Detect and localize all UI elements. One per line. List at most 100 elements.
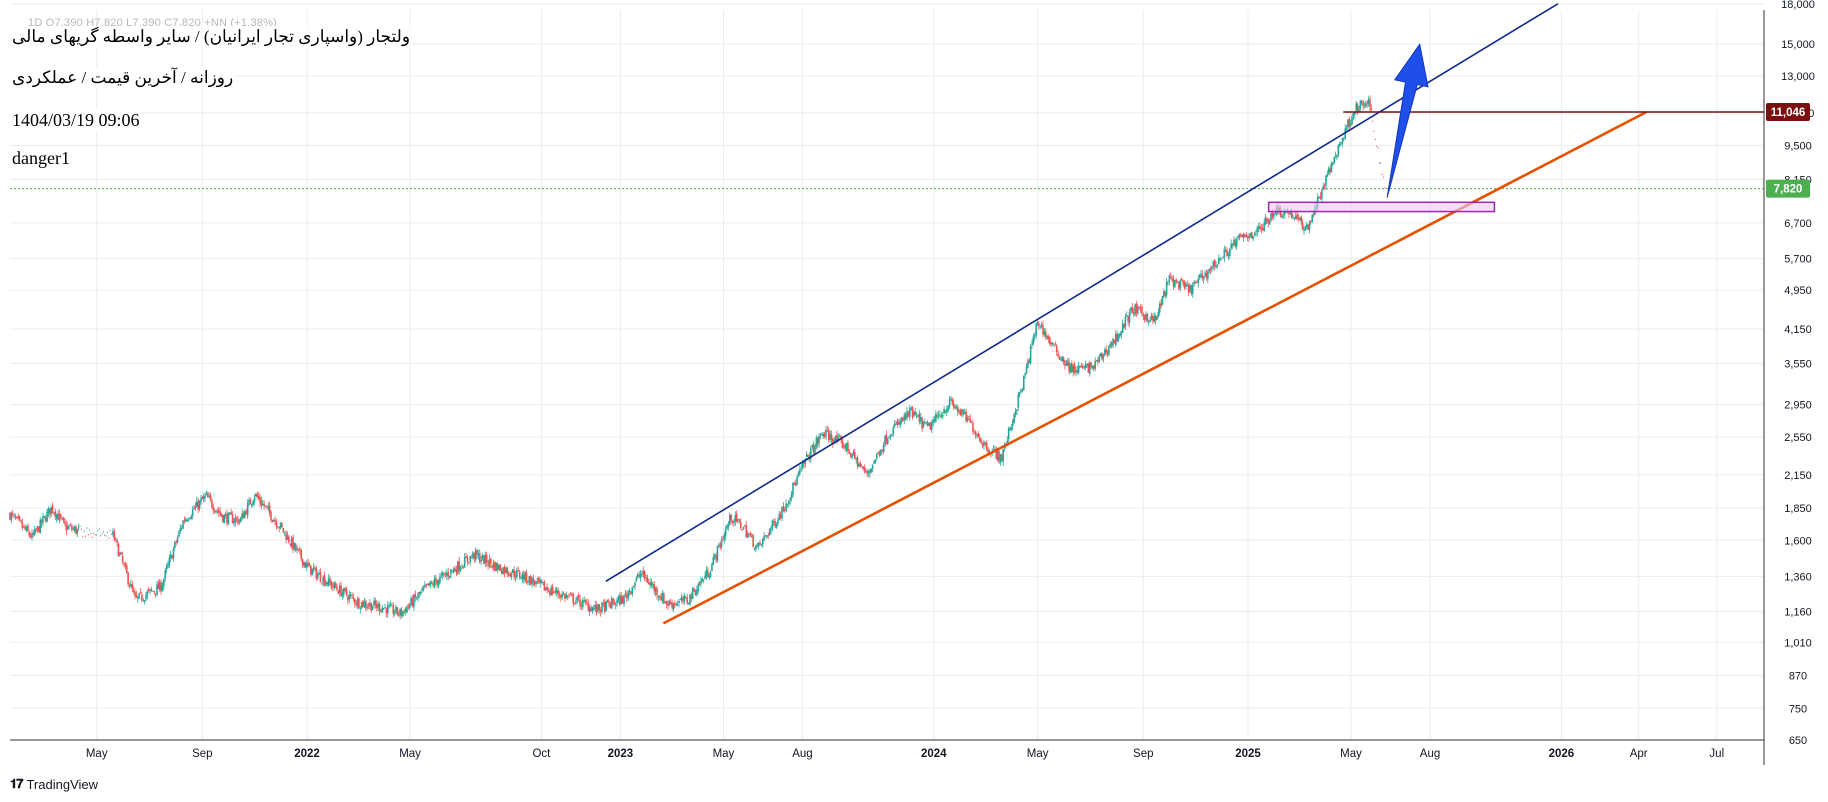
last-price-label-bg bbox=[1766, 179, 1810, 198]
candle-body bbox=[1345, 128, 1348, 130]
candle-body bbox=[730, 514, 732, 521]
candle-body bbox=[228, 512, 231, 514]
candle-body bbox=[11, 512, 14, 515]
candle-body bbox=[1099, 353, 1102, 357]
candle-body bbox=[323, 575, 326, 585]
candle-body bbox=[818, 435, 820, 444]
candle-body bbox=[1050, 342, 1053, 345]
candle-body bbox=[995, 448, 998, 460]
candle-body bbox=[1029, 346, 1032, 364]
y-tick-label: 3,550 bbox=[1784, 359, 1812, 371]
candle-body bbox=[1087, 363, 1090, 373]
candle-body bbox=[522, 574, 525, 580]
candle-body bbox=[189, 517, 191, 519]
candle-body bbox=[1327, 168, 1330, 174]
candle-body bbox=[580, 604, 583, 607]
candle-body bbox=[362, 600, 364, 607]
candle-body bbox=[836, 434, 838, 442]
candle-body bbox=[551, 586, 554, 594]
candle-body bbox=[469, 556, 471, 562]
candle-body bbox=[785, 503, 787, 512]
candle-body bbox=[245, 510, 248, 515]
candle-body bbox=[793, 482, 796, 485]
candle-body bbox=[337, 590, 340, 594]
candle-body bbox=[723, 534, 726, 540]
candle-body bbox=[168, 558, 171, 566]
candle-body bbox=[246, 503, 249, 516]
candle-body bbox=[116, 539, 118, 543]
candle-body bbox=[267, 506, 270, 509]
candle-body bbox=[1233, 239, 1235, 246]
candle-body bbox=[373, 600, 375, 606]
candle-body bbox=[53, 512, 55, 513]
candle-body bbox=[281, 523, 283, 527]
candle-body bbox=[477, 553, 480, 556]
candle-body bbox=[1200, 273, 1202, 277]
candle-body bbox=[792, 483, 794, 495]
candle-body bbox=[742, 527, 745, 530]
candle-body bbox=[220, 513, 223, 517]
candle-body bbox=[598, 604, 601, 610]
candle-body bbox=[1051, 343, 1054, 345]
y-tick-label: 15,000 bbox=[1781, 39, 1815, 51]
candle-body bbox=[665, 601, 668, 605]
candle-body bbox=[1279, 208, 1282, 217]
candle-body bbox=[1040, 324, 1043, 326]
candle-body bbox=[344, 587, 346, 591]
candle-body bbox=[175, 542, 178, 543]
candle-body bbox=[517, 570, 520, 572]
candle-body bbox=[476, 549, 478, 555]
candle-body bbox=[712, 557, 715, 565]
candle-body bbox=[256, 494, 259, 497]
candle-body bbox=[219, 511, 221, 514]
candle-body bbox=[72, 528, 74, 530]
candle-body bbox=[448, 575, 451, 578]
candle-body bbox=[400, 608, 403, 616]
candle-body bbox=[382, 608, 385, 610]
candle-body bbox=[1036, 322, 1039, 326]
candle-body bbox=[307, 562, 309, 566]
candle-body bbox=[1304, 227, 1307, 231]
candle-body bbox=[996, 449, 999, 460]
candle-body bbox=[715, 555, 717, 560]
candle-body bbox=[794, 483, 797, 486]
candle-body bbox=[1186, 284, 1189, 286]
candle-body bbox=[9, 512, 11, 520]
candle-body bbox=[322, 576, 324, 583]
candle-body bbox=[849, 452, 852, 457]
candle-body bbox=[1281, 215, 1283, 218]
candle-body bbox=[560, 595, 562, 598]
candle-body bbox=[32, 532, 35, 535]
candle-body bbox=[1027, 360, 1029, 368]
candle-body bbox=[642, 570, 645, 575]
candle-body bbox=[944, 410, 947, 413]
candle-body bbox=[393, 612, 396, 614]
candle-body bbox=[1145, 313, 1147, 320]
y-tick-label: 18,000 bbox=[1781, 0, 1815, 11]
candle-body bbox=[461, 566, 463, 568]
candle-body bbox=[869, 470, 871, 474]
candle-body bbox=[410, 598, 412, 605]
candle-body bbox=[1006, 440, 1009, 444]
candle-body bbox=[819, 434, 822, 436]
candle-body bbox=[396, 607, 399, 615]
x-tick-label: Aug bbox=[792, 748, 812, 760]
candle-body bbox=[121, 555, 124, 562]
candle-body bbox=[875, 453, 878, 459]
candle-body bbox=[1311, 214, 1314, 222]
candle-body bbox=[602, 603, 605, 604]
drawings-group[interactable] bbox=[605, 3, 1764, 625]
tradingview-logo[interactable]: 𝟏𝟕 TradingView bbox=[10, 776, 98, 792]
candle-body bbox=[172, 548, 175, 558]
candle-body bbox=[156, 584, 158, 596]
candle-body bbox=[1201, 274, 1204, 279]
candle-body bbox=[290, 538, 293, 547]
candle-body bbox=[454, 568, 456, 571]
candle-body bbox=[1242, 234, 1245, 238]
candle-body bbox=[1259, 225, 1261, 230]
candle-body bbox=[668, 601, 671, 605]
candle-body bbox=[404, 608, 407, 613]
candle-body bbox=[843, 446, 845, 447]
candle-body bbox=[1112, 338, 1114, 346]
